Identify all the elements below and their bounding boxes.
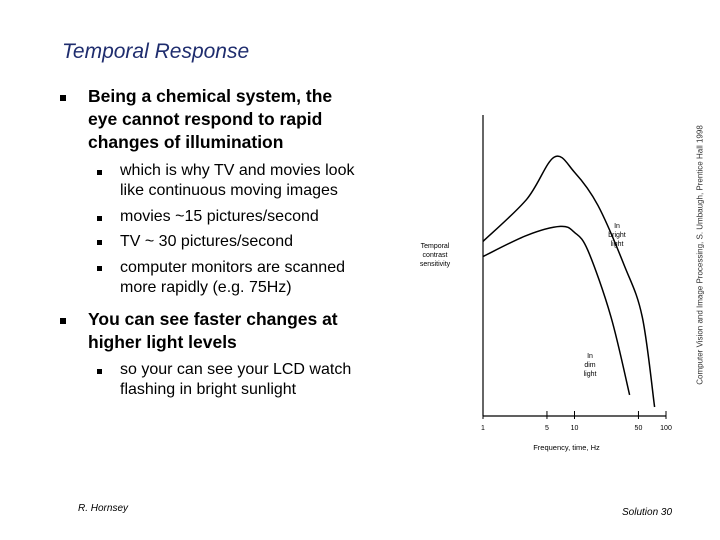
bullet-text: You can see faster changes at higher lig… [88, 309, 338, 352]
bright-light-label: bright [608, 232, 626, 239]
footer-slide-number: Solution 30 [622, 507, 673, 518]
sub-bullet-marker [97, 240, 102, 245]
x-tick-label: 1 [481, 425, 485, 432]
slide-title: Temporal Response [62, 40, 250, 63]
image-credit: Computer Vision and Image Processing, S.… [695, 125, 705, 385]
sub-bullet-marker [97, 216, 102, 221]
bright-light-label: light [611, 241, 624, 248]
dim-light-label: In [587, 353, 593, 360]
bullet-marker [60, 95, 66, 101]
dim-light-label: light [584, 371, 597, 378]
sub-bullet-marker [97, 369, 102, 374]
sub-bullet-marker [97, 266, 102, 271]
x-tick-label: 5 [545, 425, 549, 432]
y-axis-label: sensitivity [420, 261, 451, 268]
x-axis-label: Frequency, time, Hz [533, 443, 600, 452]
dim-light-label: dim [584, 362, 595, 369]
sub-bullet-text: so your can see your LCD watch flashing … [120, 361, 352, 398]
sub-bullet-text: movies ~15 pictures/second [120, 208, 319, 225]
y-axis-label: Temporal [421, 243, 450, 250]
dim-light-curve [482, 225, 631, 396]
sub-bullet-text: which is why TV and movies look like con… [120, 162, 355, 199]
y-axis-label: contrast [423, 252, 448, 259]
sub-bullet-marker [97, 170, 102, 175]
sub-bullet-text: TV ~ 30 pictures/second [120, 233, 293, 250]
footer-author: R. Hornsey [78, 503, 129, 514]
x-tick-label: 10 [571, 425, 579, 432]
sub-bullet-text: computer monitors are scanned more rapid… [120, 259, 345, 296]
bullet-marker [60, 318, 66, 324]
x-tick-label: 50 [635, 425, 643, 432]
bright-light-label: In [614, 223, 620, 230]
bright-light-curve [482, 155, 656, 408]
bullet-text: Being a chemical system, the eye cannot … [88, 86, 333, 152]
x-tick-label: 100 [660, 425, 672, 432]
